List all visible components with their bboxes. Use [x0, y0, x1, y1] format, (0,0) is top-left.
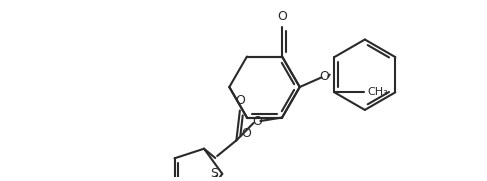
- Text: O: O: [241, 127, 251, 140]
- Text: CH₃: CH₃: [367, 87, 388, 97]
- Text: O: O: [277, 10, 287, 23]
- Text: O: O: [319, 70, 329, 83]
- Text: S: S: [210, 167, 218, 180]
- Text: O: O: [235, 94, 245, 107]
- Text: O: O: [253, 115, 262, 128]
